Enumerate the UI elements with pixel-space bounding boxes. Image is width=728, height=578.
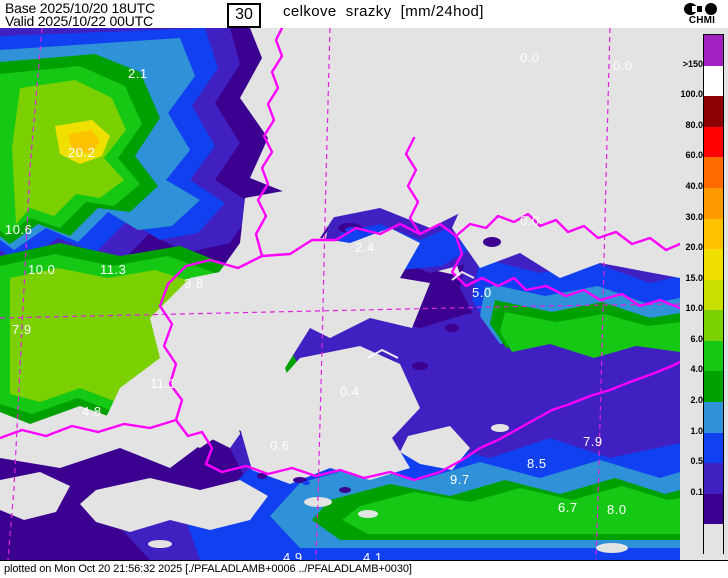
base-time-label: Base 2025/10/20 18UTC bbox=[5, 0, 155, 16]
legend-color-bar bbox=[703, 34, 724, 555]
legend-color-segment bbox=[704, 524, 723, 555]
legend-color-segment bbox=[704, 249, 723, 280]
legend-color-segment bbox=[704, 157, 723, 188]
legend-tick-label: 0.1 bbox=[690, 486, 703, 497]
chmi-logo-text: CHMI bbox=[688, 15, 716, 26]
legend-tick-label: 10.0 bbox=[685, 303, 703, 314]
logo-bar-icon bbox=[697, 6, 702, 12]
legend-color-segment bbox=[704, 187, 723, 219]
legend-tick-label: 100.0 bbox=[680, 89, 703, 100]
legend-tick-label: 2.0 bbox=[690, 395, 703, 406]
legend-color-segment bbox=[704, 35, 723, 66]
legend-tick-label: 4.0 bbox=[690, 364, 703, 375]
logo-dot-icon bbox=[705, 3, 717, 15]
legend-color-segment bbox=[704, 402, 723, 433]
legend-tick-label: 0.5 bbox=[690, 456, 703, 467]
legend-color-segment bbox=[704, 432, 723, 464]
legend-tick-label: 20.0 bbox=[685, 242, 703, 253]
legend-color-segment bbox=[704, 493, 723, 525]
forecast-step-box: 30 bbox=[227, 3, 261, 28]
valid-time-label: Valid 2025/10/22 00UTC bbox=[5, 13, 153, 29]
legend-tick-label: 80.0 bbox=[685, 119, 703, 130]
legend-tick-label: 60.0 bbox=[685, 150, 703, 161]
plot-metadata-text: plotted on Mon Oct 20 21:56:32 2025 [./P… bbox=[4, 563, 412, 575]
latlon-grid bbox=[0, 28, 680, 560]
logo-notch-icon bbox=[692, 6, 698, 12]
map-canvas bbox=[0, 28, 680, 560]
page-title: celkove srazky [mm/24hod] bbox=[283, 3, 484, 20]
precip-field bbox=[0, 28, 680, 560]
legend-color-segment bbox=[704, 463, 723, 494]
header-bar: Base 2025/10/20 18UTC Valid 2025/10/22 0… bbox=[0, 0, 728, 29]
color-scale-legend: >150 100.0 80.0 60.0 40.0 30.0 20.0 15.0 10.0 6.0… bbox=[680, 28, 728, 560]
precipitation-map[interactable]: 2.1 20.2 10.6 10.0 11.3 3.8 7.9 11.1 4.8 2.4 5.0 0.… bbox=[0, 28, 680, 560]
country-borders bbox=[0, 28, 680, 482]
chmi-logo: CHMI bbox=[680, 1, 724, 27]
legend-tick-label: >150 bbox=[682, 58, 703, 69]
legend-color-segment bbox=[704, 340, 723, 372]
legend-tick-label: 1.0 bbox=[690, 425, 703, 436]
legend-color-segment bbox=[704, 65, 723, 97]
chmi-logo-mark bbox=[680, 1, 724, 16]
legend-color-segment bbox=[704, 310, 723, 341]
legend-tick-label: 40.0 bbox=[685, 180, 703, 191]
legend-tick-label: 6.0 bbox=[690, 333, 703, 344]
legend-tick-label: 15.0 bbox=[685, 272, 703, 283]
legend-color-segment bbox=[704, 218, 723, 250]
legend-color-segment bbox=[704, 126, 723, 158]
legend-color-segment bbox=[704, 96, 723, 127]
legend-color-segment bbox=[704, 371, 723, 403]
legend-tick-label: 30.0 bbox=[685, 211, 703, 222]
footer-bar: plotted on Mon Oct 20 21:56:32 2025 [./P… bbox=[0, 560, 728, 578]
legend-color-segment bbox=[704, 279, 723, 311]
